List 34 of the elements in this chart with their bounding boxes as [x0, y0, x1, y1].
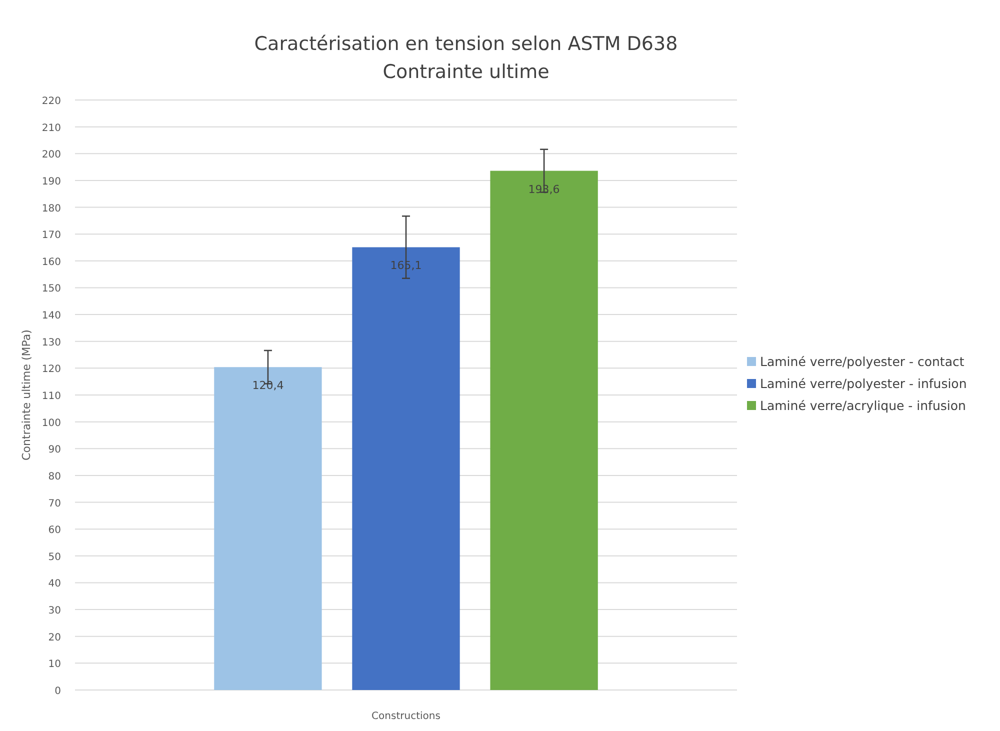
y-tick-label: 210: [42, 122, 61, 134]
chart-title: Caractérisation en tension selon ASTM D638: [254, 33, 678, 55]
bar: [214, 367, 322, 690]
x-axis-title: Constructions: [372, 711, 440, 722]
y-tick-label: 180: [42, 203, 61, 214]
y-tick-label: 100: [42, 418, 61, 429]
y-tick-label: 190: [42, 176, 61, 188]
y-tick-label: 140: [42, 310, 61, 322]
bar: [490, 170, 598, 690]
y-tick-label: 120: [42, 364, 61, 376]
legend-label: Laminé verre/polyester - contact: [760, 354, 964, 369]
y-tick-label: 220: [42, 96, 61, 107]
y-tick-label: 10: [48, 659, 61, 670]
chart-subtitle: Contrainte ultime: [382, 61, 550, 83]
y-tick-label: 50: [48, 552, 61, 563]
bar: [352, 247, 460, 690]
y-tick-label: 60: [48, 525, 61, 536]
y-tick-label: 70: [48, 498, 61, 510]
y-tick-label: 90: [48, 444, 61, 456]
legend-label: Laminé verre/acrylique - infusion: [760, 398, 966, 413]
y-tick-label: 40: [48, 578, 61, 590]
y-tick-label: 170: [42, 230, 61, 242]
y-tick-label: 130: [42, 337, 61, 348]
y-tick-label: 150: [42, 284, 61, 295]
y-tick-label: 110: [42, 391, 61, 402]
y-tick-label: 20: [48, 632, 61, 644]
y-axis-title: Contrainte ultime (MPa): [20, 330, 33, 460]
y-tick-label: 30: [48, 606, 61, 617]
data-label: 120,4: [252, 379, 284, 392]
legend-label: Laminé verre/polyester - infusion: [760, 376, 967, 391]
y-tick-label: 0: [54, 686, 61, 697]
y-tick-label: 80: [48, 471, 61, 482]
y-tick-label: 160: [42, 256, 61, 268]
y-tick-label: 200: [42, 150, 61, 161]
